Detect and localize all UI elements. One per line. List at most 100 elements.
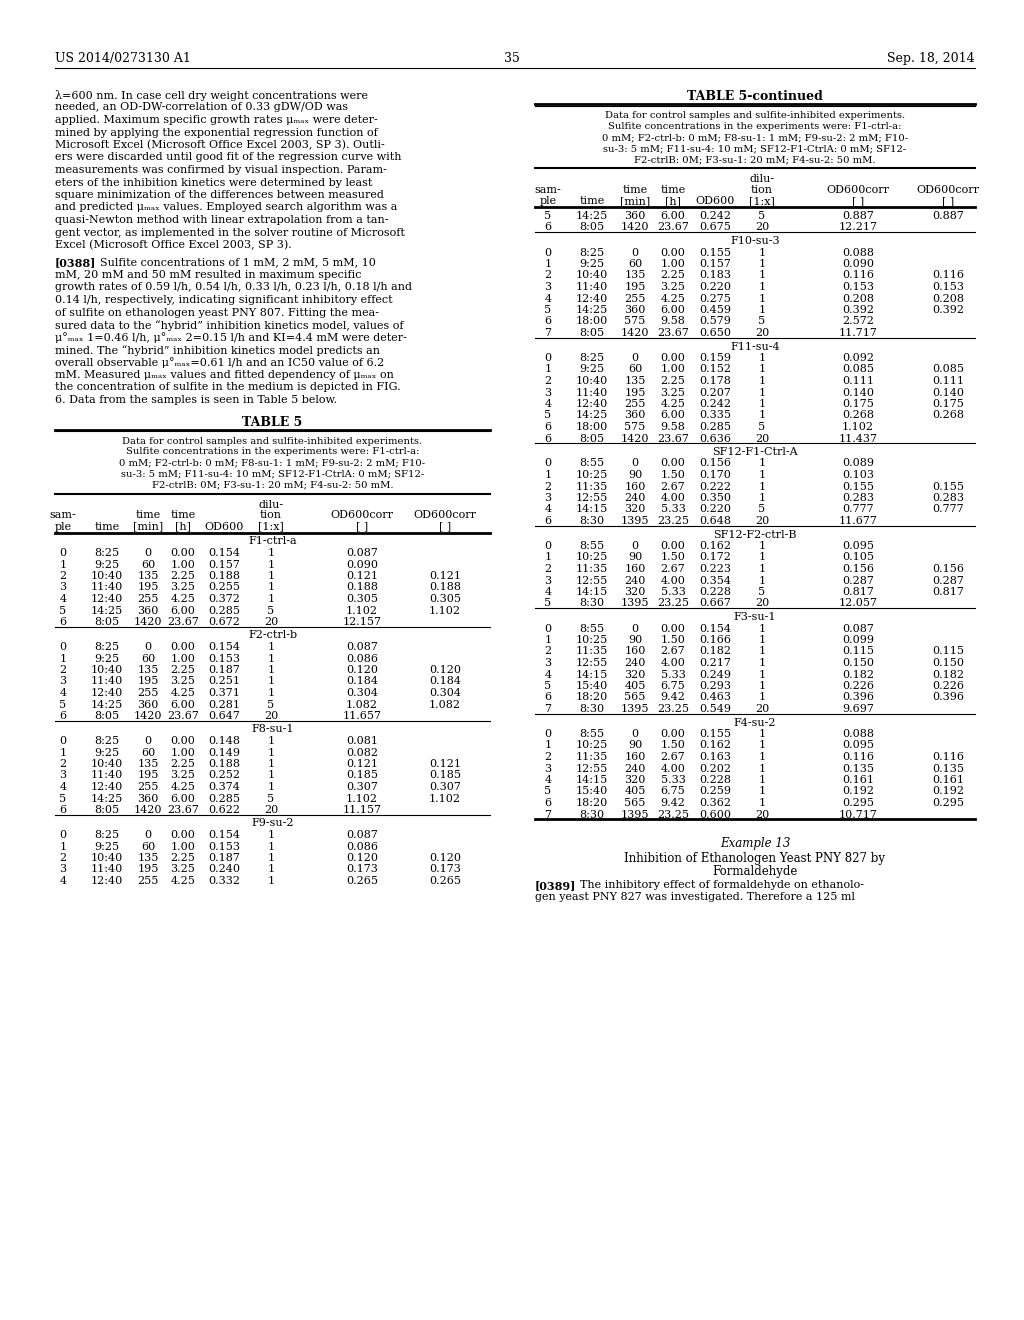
Text: 12:55: 12:55 <box>575 576 608 586</box>
Text: 0: 0 <box>59 548 67 558</box>
Text: tion: tion <box>751 185 773 195</box>
Text: 0.255: 0.255 <box>208 582 240 593</box>
Text: 1.102: 1.102 <box>346 793 378 804</box>
Text: 14:25: 14:25 <box>575 411 608 421</box>
Text: OD600corr: OD600corr <box>916 185 980 195</box>
Text: 1: 1 <box>267 830 274 840</box>
Text: [min]: [min] <box>620 195 650 206</box>
Text: 0.217: 0.217 <box>699 657 731 668</box>
Text: 3.25: 3.25 <box>171 771 196 780</box>
Text: 0.295: 0.295 <box>842 799 874 808</box>
Text: 1: 1 <box>759 458 766 469</box>
Text: 1395: 1395 <box>621 809 649 820</box>
Text: 0.268: 0.268 <box>932 411 964 421</box>
Text: 8:55: 8:55 <box>580 458 604 469</box>
Text: 240: 240 <box>625 657 646 668</box>
Text: 0.150: 0.150 <box>932 657 964 668</box>
Text: 2.572: 2.572 <box>842 317 873 326</box>
Text: 23.67: 23.67 <box>167 711 199 721</box>
Text: 360: 360 <box>625 411 646 421</box>
Text: 9:25: 9:25 <box>94 842 120 851</box>
Text: 2.25: 2.25 <box>660 376 685 385</box>
Text: 135: 135 <box>137 853 159 863</box>
Text: 10:40: 10:40 <box>575 271 608 281</box>
Text: 12:40: 12:40 <box>91 594 123 605</box>
Text: 0.175: 0.175 <box>842 399 873 409</box>
Text: 2: 2 <box>545 482 552 491</box>
Text: 12:40: 12:40 <box>575 399 608 409</box>
Text: 18:00: 18:00 <box>575 422 608 432</box>
Text: 1395: 1395 <box>621 598 649 609</box>
Text: 0.226: 0.226 <box>842 681 874 690</box>
Text: 0.259: 0.259 <box>699 787 731 796</box>
Text: ers were discarded until good fit of the regression curve with: ers were discarded until good fit of the… <box>55 153 401 162</box>
Text: 3: 3 <box>59 582 67 593</box>
Text: [ ]: [ ] <box>852 195 864 206</box>
Text: 0.295: 0.295 <box>932 799 964 808</box>
Text: 11:40: 11:40 <box>575 282 608 292</box>
Text: 0.249: 0.249 <box>699 669 731 680</box>
Text: 0.304: 0.304 <box>429 688 461 698</box>
Text: sam-: sam- <box>49 511 77 520</box>
Text: 0.817: 0.817 <box>932 587 964 597</box>
Text: 0.188: 0.188 <box>208 759 240 770</box>
Text: 0.00: 0.00 <box>660 352 685 363</box>
Text: time: time <box>580 195 604 206</box>
Text: Sulfite concentrations of 1 mM, 2 mM, 5 mM, 10: Sulfite concentrations of 1 mM, 2 mM, 5 … <box>93 257 376 268</box>
Text: 5: 5 <box>759 587 766 597</box>
Text: 0.178: 0.178 <box>699 376 731 385</box>
Text: 35: 35 <box>504 51 520 65</box>
Text: 1.50: 1.50 <box>660 553 685 562</box>
Text: 0.335: 0.335 <box>699 411 731 421</box>
Text: 1: 1 <box>267 865 274 874</box>
Text: 360: 360 <box>137 700 159 710</box>
Text: 14:25: 14:25 <box>91 606 123 615</box>
Text: 10:40: 10:40 <box>91 853 123 863</box>
Text: 0.088: 0.088 <box>842 248 874 257</box>
Text: F2-ctrlB: 0M; F3-su-1: 20 mM; F4-su-2: 50 mM.: F2-ctrlB: 0M; F3-su-1: 20 mM; F4-su-2: 5… <box>634 154 876 164</box>
Text: 405: 405 <box>625 787 646 796</box>
Text: 10.717: 10.717 <box>839 809 878 820</box>
Text: 0.293: 0.293 <box>699 681 731 690</box>
Text: 1: 1 <box>759 564 766 574</box>
Text: 0: 0 <box>59 642 67 652</box>
Text: 23.67: 23.67 <box>657 223 689 232</box>
Text: F9-su-2: F9-su-2 <box>251 818 294 829</box>
Text: [ ]: [ ] <box>439 521 452 532</box>
Text: gent vector, as implemented in the solver routine of Microsoft: gent vector, as implemented in the solve… <box>55 227 404 238</box>
Text: 0.372: 0.372 <box>208 594 240 605</box>
Text: 20: 20 <box>755 704 769 714</box>
Text: 0.220: 0.220 <box>699 282 731 292</box>
Text: 90: 90 <box>628 741 642 751</box>
Text: 23.25: 23.25 <box>657 704 689 714</box>
Text: 0.636: 0.636 <box>699 433 731 444</box>
Text: 9.42: 9.42 <box>660 799 685 808</box>
Text: 0.153: 0.153 <box>932 282 964 292</box>
Text: 0.135: 0.135 <box>932 763 964 774</box>
Text: 9.42: 9.42 <box>660 693 685 702</box>
Text: 1: 1 <box>59 560 67 569</box>
Text: 7: 7 <box>545 704 552 714</box>
Text: 0.307: 0.307 <box>346 781 378 792</box>
Text: 6: 6 <box>545 799 552 808</box>
Text: 0: 0 <box>632 623 639 634</box>
Text: 0.183: 0.183 <box>699 271 731 281</box>
Text: 20: 20 <box>755 433 769 444</box>
Text: 0.154: 0.154 <box>208 642 240 652</box>
Text: 195: 195 <box>137 865 159 874</box>
Text: 1.00: 1.00 <box>171 560 196 569</box>
Text: 2: 2 <box>545 564 552 574</box>
Text: [min]: [min] <box>133 521 163 532</box>
Text: 6.00: 6.00 <box>171 606 196 615</box>
Text: 0.220: 0.220 <box>699 504 731 515</box>
Text: 9:25: 9:25 <box>580 364 604 375</box>
Text: 0: 0 <box>632 541 639 550</box>
Text: 1.50: 1.50 <box>660 635 685 645</box>
Text: 1: 1 <box>267 582 274 593</box>
Text: 0.187: 0.187 <box>208 665 240 675</box>
Text: 6.00: 6.00 <box>660 305 685 315</box>
Text: 1: 1 <box>267 560 274 569</box>
Text: 0.268: 0.268 <box>842 411 874 421</box>
Text: 8:25: 8:25 <box>94 830 120 840</box>
Text: 0.121: 0.121 <box>429 759 461 770</box>
